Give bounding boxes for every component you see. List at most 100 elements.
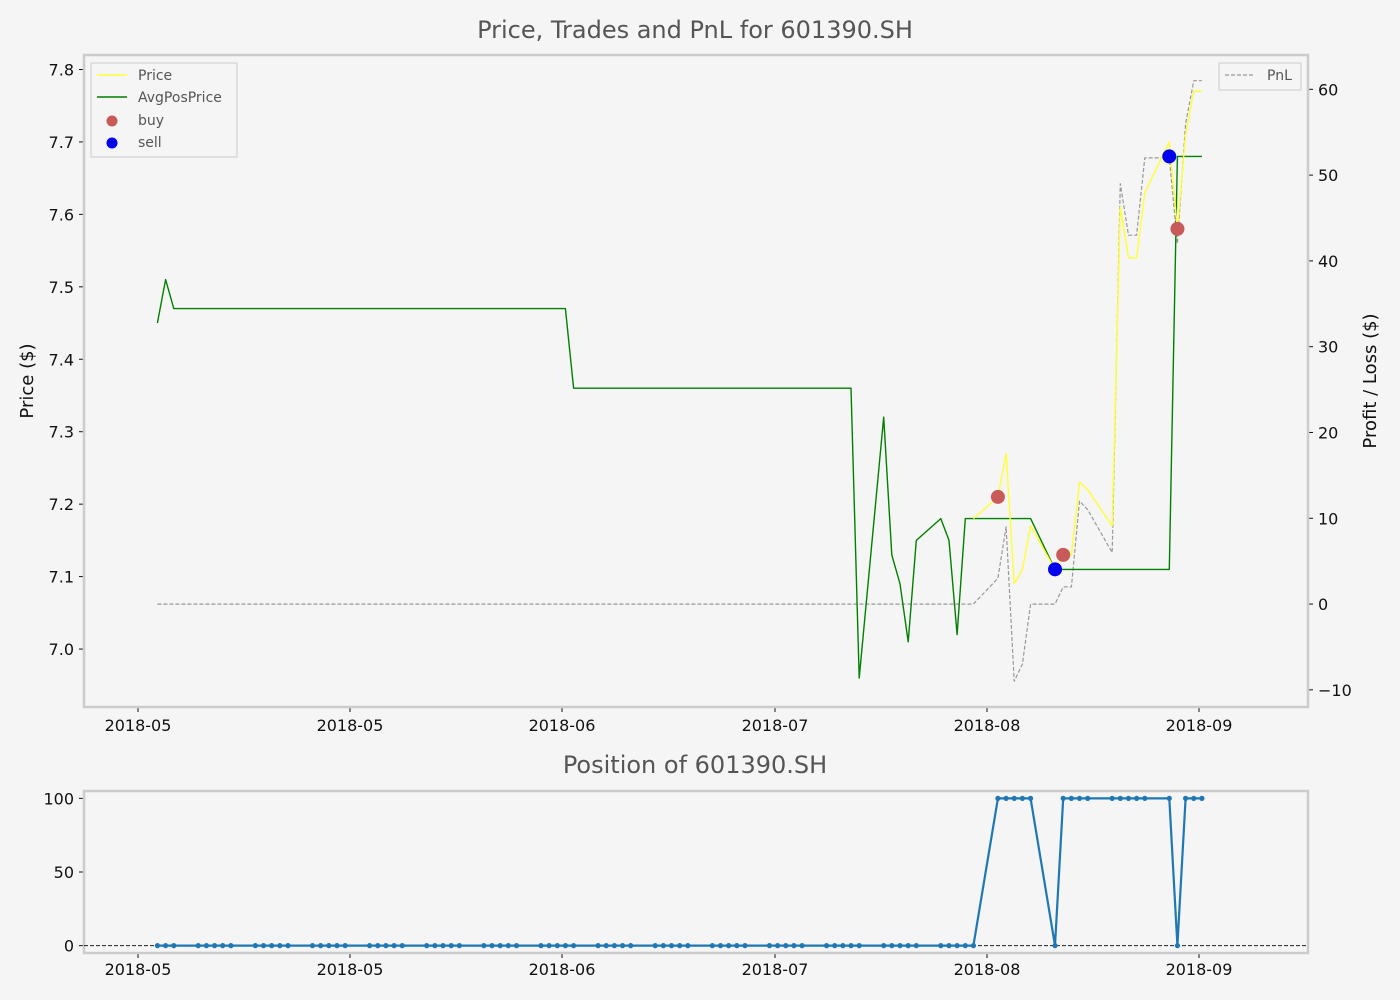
buy-marker [1056,547,1071,562]
y2-axis-label: Profit / Loss ($) [1360,313,1381,448]
position-point [269,943,275,949]
position-point [685,943,691,949]
position-point [783,943,789,949]
series-line-avgposprice [156,155,1202,679]
buy-marker [1170,221,1185,236]
position-point [399,943,405,949]
x-tick-label: 2018-06 [529,716,596,735]
series-line-price [972,90,1202,585]
position-x-tick-label: 2018-09 [1166,960,1233,979]
position-point [326,943,332,949]
series-line-pnl [157,80,1202,682]
position-point [1052,943,1058,949]
position-point [1199,795,1205,801]
position-point [799,943,805,949]
y-axis-label: Price ($) [17,343,38,418]
legend-buy-label: buy [138,113,164,129]
position-point [1011,795,1017,801]
position-point [1125,795,1132,801]
position-point [677,943,683,949]
y-tick-label: 7.5 [49,278,74,297]
position-point [1068,795,1074,801]
position-point [481,943,487,949]
position-point [1109,795,1115,801]
position-point [995,795,1001,801]
position-point [489,943,495,949]
y-tick-label: 7.2 [49,495,74,514]
position-point [505,943,511,949]
legend-price-label: Price [138,68,172,84]
legend-sell-label: sell [138,135,162,151]
position-point [391,943,397,949]
position-point [946,943,952,949]
position-point [383,943,389,949]
position-point [1027,795,1034,801]
position-point [619,943,626,949]
position-point [595,943,601,949]
position-axes: 2018-05 2018-05 2018-06 2018-07 2018-08 2018-… [43,789,1232,979]
x-tick-label: 2018-05 [105,716,172,735]
position-x-tick-label: 2018-08 [954,960,1021,979]
position-x-tick-label: 2018-07 [742,960,809,979]
x-tick-label: 2018-09 [1166,716,1233,735]
position-point [734,943,740,949]
position-point [203,943,209,949]
price-plot-frame [82,53,1310,709]
position-point [1085,795,1091,801]
x-tick-label: 2018-08 [954,716,1021,735]
position-point [277,943,283,949]
position-point [603,943,609,949]
y2-tick-label: 50 [1318,166,1338,185]
position-point [1003,795,1009,801]
position-point [856,943,862,949]
position-point [1060,795,1066,801]
legend-sell-marker [106,137,118,149]
x-tick-label: 2018-05 [317,716,384,735]
y2-tick-label: 30 [1318,338,1338,357]
position-point [823,943,830,949]
position-point [954,943,960,949]
buy-marker [990,489,1005,504]
y2-tick-label: 0 [1318,595,1328,614]
position-point [220,943,226,949]
position-point [840,943,846,949]
position-point [905,943,911,949]
position-point [228,943,234,949]
y2-tick-label: 60 [1318,80,1338,99]
position-point [260,943,267,949]
position-point [154,943,161,949]
position-point [285,943,291,949]
position-point [1117,795,1123,801]
position-point [897,943,903,949]
position-point [652,943,658,949]
y2-tick-label: −10 [1318,681,1352,700]
position-point [717,943,724,949]
position-point [1142,795,1148,801]
sell-marker [1162,149,1177,164]
legend-buy-marker [106,115,118,127]
x-tick-label: 2018-07 [742,716,809,735]
legend-avgpos-label: AvgPosPrice [138,90,222,106]
chart-title: Price, Trades and PnL for 601390.SH [477,16,913,44]
position-point [554,943,560,949]
position-point [742,943,748,949]
position-point [424,943,430,949]
position-point [163,943,169,949]
position-point [848,943,854,949]
position-point [546,943,552,949]
position-point [726,943,732,949]
position-chart-title: Position of 601390.SH [563,751,827,779]
position-point [538,943,544,949]
position-point [171,943,177,949]
position-point [1076,795,1083,801]
position-point [1166,795,1172,801]
position-point [342,943,348,949]
legend-left: Price AvgPosPrice buy sell [90,62,238,158]
position-y-tick-label: 0 [64,937,74,956]
y-tick-label: 7.1 [49,568,74,587]
position-point [367,943,373,949]
position-x-tick-label: 2018-05 [105,960,172,979]
position-point [791,943,797,949]
position-point [1191,795,1197,801]
